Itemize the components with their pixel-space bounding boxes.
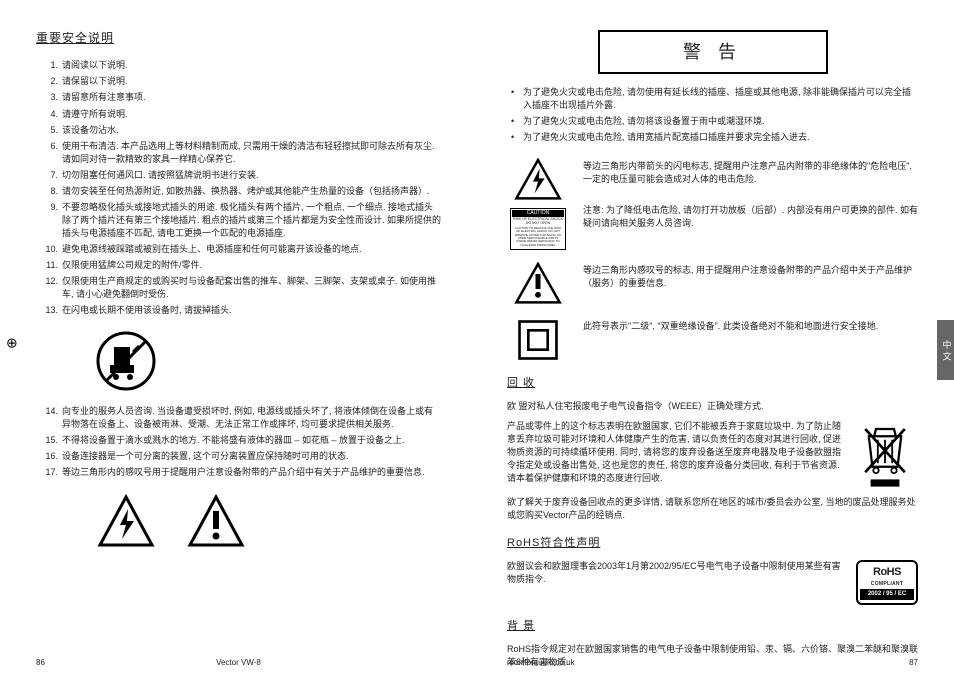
list-item: 仅限使用猛牌公司规定的附件/零件.	[36, 259, 441, 272]
recycle-p3: 欲了解关于废弃设备回收点的更多详情, 请联系您所在地区的城市/委员会办公室, 当…	[507, 496, 918, 522]
list-item: 避免电源线被踩踏或被别在插头上、电源插座和任何可能离开该设备的地点.	[36, 243, 441, 256]
exclamation-triangle-icon	[186, 493, 246, 553]
weee-row: 产品或零件上的这个标志表明在欧盟国家, 它们不能被丢弃于家庭垃圾中. 为了防止随…	[507, 420, 918, 496]
no-cart-icon	[96, 331, 156, 391]
symbol-text: 等边三角形内带箭头的闪电标志, 提醒用户注意产品内附带的非绝缘体的"危险电压".…	[583, 160, 918, 186]
rohs-l1: RoHS	[860, 565, 914, 581]
double-insulation-icon	[513, 318, 563, 362]
list-item: 请保留以下说明.	[36, 75, 441, 88]
heading-rohs: RoHS符合性声明	[507, 536, 918, 552]
symbol-group-2	[96, 493, 441, 553]
symbol-group-1	[96, 331, 441, 391]
exclamation-triangle-icon	[513, 262, 563, 306]
lightning-triangle-icon	[96, 493, 156, 553]
rohs-l3: 2002 / 95 / EC	[860, 589, 914, 600]
list-item: 请阅读以下说明.	[36, 59, 441, 72]
rohs-row: 欧盟议会和欧盟理事会2003年1月第2002/95/EC号电气电子设备中限制使用…	[507, 560, 918, 605]
symbol-text: 注意: 为了降低电击危险, 请勿打开功放板（后部）. 内部没有用户可更换的部件.…	[583, 204, 918, 230]
list-item: 切勿阻塞任何通风口. 请按照猛牌说明书进行安装.	[36, 169, 441, 182]
heading-recycle: 回 收	[507, 376, 918, 392]
list-item: 设备连接器是一个可分离的装置, 这个可分离装置应保持随时可用的状态.	[36, 450, 441, 463]
page-left: 重要安全说明 请阅读以下说明. 请保留以下说明. 请留意所有注意事项. 请遵守所…	[0, 0, 477, 685]
warning-bullets: 为了避免火灾或电击危险, 请勿使用有延长线的插座、插座或其他电源, 除非能确保插…	[507, 86, 918, 144]
page-spread: ⊕ ⊕ 重要安全说明 请阅读以下说明. 请保留以下说明. 请留意所有注意事项. …	[0, 0, 954, 685]
heading-safety: 重要安全说明	[36, 30, 441, 47]
caution-label-icon: CAUTION RISK OF ELECTRICAL SHOCKDO NOT O…	[510, 208, 566, 250]
list-item: 请留意所有注意事项.	[36, 91, 441, 104]
page-number: 86	[36, 657, 45, 669]
rohs-text: 欧盟议会和欧盟理事会2003年1月第2002/95/EC号电气电子设备中限制使用…	[507, 560, 846, 586]
list-item: 使用干布清洁. 本产品选用上等材料精制而成, 只需用干燥的清洁布轻轻擦拭即可除去…	[36, 140, 441, 166]
warning-box: 警 告	[598, 30, 828, 74]
list-item: 仅限使用生产商规定的或购买时与设备配套出售的推车、脚架、三脚架、支架或桌子. 如…	[36, 275, 441, 301]
symbol-text: 等边三角形内感叹号的标志, 用于提醒用户注意设备附带的产品介绍中关于产品维护（服…	[583, 262, 918, 290]
symbol-row-2: 等边三角形内感叹号的标志, 用于提醒用户注意设备附带的产品介绍中关于产品维护（服…	[507, 262, 918, 306]
weee-bin-icon	[858, 420, 912, 492]
list-item: 向专业的服务人员咨询. 当设备遭受损坏时, 例如, 电源线或插头坏了, 将液体倾…	[36, 405, 441, 431]
footer-right: monitoraudio.co.uk 87	[507, 657, 918, 669]
symbol-row-1: CAUTION RISK OF ELECTRICAL SHOCKDO NOT O…	[507, 158, 918, 250]
bullet-item: 为了避免火灾或电击危险, 请勿将该设备置于雨中或潮湿环境.	[507, 115, 918, 128]
rohs-badge-icon: RoHS COMPLIANT 2002 / 95 / EC	[856, 560, 918, 605]
language-tab: 中 文	[937, 320, 954, 380]
rohs-l2: COMPLIANT	[860, 581, 914, 588]
safety-list: 请阅读以下说明. 请保留以下说明. 请留意所有注意事项. 请遵守所有说明. 该设…	[36, 59, 441, 317]
footer-left: 86 Vector VW-8	[36, 657, 441, 669]
warning-title: 警 告	[683, 39, 742, 65]
safety-list-2: 向专业的服务人员咨询. 当设备遭受损坏时, 例如, 电源线或插头坏了, 将液体倾…	[36, 405, 441, 479]
page-right: 警 告 为了避免火灾或电击危险, 请勿使用有延长线的插座、插座或其他电源, 除非…	[477, 0, 954, 685]
heading-background: 背 景	[507, 619, 918, 635]
list-item: 请勿安装至任何热源附近, 如散热器、换热器、烤炉或其他能产生热量的设备（包括扬声…	[36, 185, 441, 198]
list-item: 等边三角形内的感叹号用于提醒用户注意设备附带的产品介绍中有关于产品维护的重要信息…	[36, 466, 441, 479]
page-number: 87	[909, 657, 918, 669]
recycle-p2: 产品或零件上的这个标志表明在欧盟国家, 它们不能被丢弃于家庭垃圾中. 为了防止随…	[507, 420, 848, 485]
list-item: 请遵守所有说明.	[36, 108, 441, 121]
list-item: 在闪电或长期不使用该设备时, 请拔掉插头.	[36, 304, 441, 317]
list-item: 不得将设备置于滴水或溅水的地方. 不能将盛有液体的器皿 – 如花瓶 – 放置于设…	[36, 434, 441, 447]
recycle-p1: 欧 盟对私人住宅报废电子电气设备指令（WEEE）正确处理方式.	[507, 400, 918, 413]
footer-model: Vector VW-8	[216, 657, 261, 669]
lightning-triangle-icon	[513, 158, 563, 202]
footer-url: monitoraudio.co.uk	[507, 657, 575, 669]
bullet-item: 为了避免火灾或电击危险, 请用宽插片配宽插口插座并要求完全插入进去.	[507, 131, 918, 144]
list-item: 该设备勿沾水.	[36, 124, 441, 137]
symbol-text: 此符号表示"二级", "双重绝缘设备". 此类设备绝对不能和地面进行安全接地.	[583, 318, 918, 333]
symbol-row-3: 此符号表示"二级", "双重绝缘设备". 此类设备绝对不能和地面进行安全接地.	[507, 318, 918, 362]
list-item: 不要忽略极化插头或接地式插头的用途. 极化插头有两个插片, 一个粗点, 一个细点…	[36, 201, 441, 240]
bullet-item: 为了避免火灾或电击危险, 请勿使用有延长线的插座、插座或其他电源, 除非能确保插…	[507, 86, 918, 112]
